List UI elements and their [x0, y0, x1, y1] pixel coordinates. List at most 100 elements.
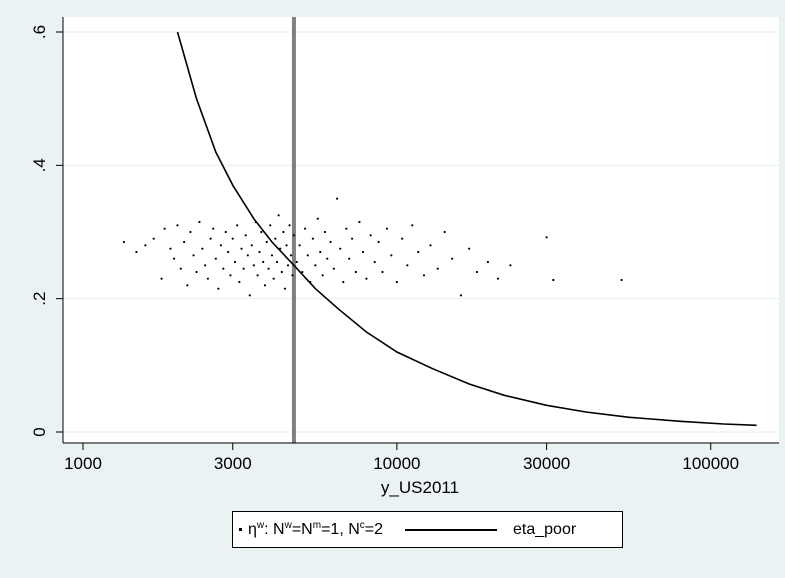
scatter-point: [291, 274, 294, 277]
scatter-point: [339, 247, 342, 250]
scatter-point: [135, 250, 138, 254]
scatter-point: [285, 244, 288, 247]
scatter-point: [303, 227, 307, 230]
scatter-point: [282, 230, 285, 234]
scatter-point: [209, 237, 212, 240]
scatter-point: [217, 287, 220, 290]
scatter-point: [231, 237, 234, 240]
legend-text2: =N: [291, 520, 313, 538]
scatter-point: [219, 244, 222, 247]
legend-text1: : N: [264, 520, 285, 538]
scatter-point: [381, 270, 384, 274]
scatter-point: [283, 287, 287, 290]
scatter-point: [390, 254, 393, 257]
scatter-point: [122, 240, 126, 244]
x-tick-label-1: 3000: [214, 454, 252, 473]
scatter-point: [314, 264, 317, 267]
scatter-point: [620, 278, 623, 282]
scatter-point: [332, 267, 335, 270]
scatter-point: [436, 267, 439, 270]
scatter-point: [509, 264, 512, 267]
scatter-point: [335, 197, 339, 200]
legend-sup-m: m: [312, 519, 322, 531]
scatter-point: [295, 260, 298, 264]
scatter-point: [329, 240, 332, 244]
scatter-point: [411, 224, 414, 227]
scatter-point: [275, 260, 279, 264]
scatter-point: [545, 236, 548, 239]
scatter-point: [179, 267, 182, 270]
scatter-point: [361, 250, 365, 254]
scatter-point: [233, 260, 237, 264]
scatter-point: [417, 250, 420, 254]
scatter-point: [189, 230, 192, 234]
scatter-point: [319, 250, 322, 254]
scatter-point: [369, 234, 372, 237]
scatter-point: [214, 257, 217, 260]
scatter-point: [289, 254, 293, 257]
x-tick-labels: 1000 3000 10000 30000 100000: [64, 454, 739, 473]
scatter-point: [198, 220, 201, 224]
scatter-point: [321, 274, 324, 277]
legend-item-line: eta_poor: [383, 521, 576, 539]
legend-text3: =1, N: [321, 520, 360, 538]
scatter-point: [406, 264, 409, 267]
scatter-point: [244, 234, 247, 237]
scatter-point: [212, 227, 215, 230]
x-tick-label-0: 1000: [64, 454, 102, 473]
scatter-point: [160, 277, 163, 280]
scatter-point: [144, 244, 147, 247]
scatter-point: [176, 224, 179, 227]
scatter-point: [395, 280, 398, 284]
scatter-point: [227, 250, 230, 254]
scatter-point: [323, 230, 327, 234]
scatter-point: [265, 240, 268, 244]
legend-eta: η: [248, 520, 257, 538]
x-tick-label-3: 30000: [523, 454, 570, 473]
scatter-point: [274, 237, 277, 240]
scatter-point: [385, 227, 389, 230]
scatter-point: [240, 247, 243, 250]
scatter-point: [286, 264, 290, 267]
scatter-point: [373, 260, 376, 264]
scatter-point: [288, 224, 291, 227]
scatter-point: [152, 237, 155, 240]
scatter-point: [270, 254, 274, 257]
legend-text4: =2: [364, 520, 384, 538]
scatter-point: [486, 260, 489, 264]
scatter-point: [468, 247, 471, 250]
x-tick-label-4: 100000: [682, 454, 739, 473]
scatter-point: [258, 250, 261, 254]
legend-line-marker: [405, 528, 498, 531]
plot-area: [63, 17, 779, 443]
scatter-point: [242, 267, 245, 270]
scatter-point: [222, 267, 225, 270]
legend-item-scatter: ηw: Nw=Nm=1, Nc=2: [233, 519, 384, 539]
scatter-point: [443, 230, 446, 234]
legend-sup-w2: w: [284, 519, 292, 531]
scatter-point: [422, 274, 426, 277]
scatter-point: [316, 217, 319, 220]
legend-sup-w1: w: [256, 519, 265, 531]
eta-poor-curve-layer: [176, 31, 757, 427]
legend-dot-marker: [239, 528, 242, 531]
scatter-point: [475, 270, 479, 274]
legend: ηw: Nw=Nm=1, Nc=2 eta_poor: [232, 511, 623, 548]
scatter-point: [192, 254, 195, 257]
scatter-point: [262, 260, 265, 264]
y-tick-label-2: .4: [30, 158, 49, 172]
scatter-point: [342, 280, 345, 284]
scatter-point: [236, 224, 239, 227]
scatter-point: [172, 257, 176, 260]
scatter-point: [195, 270, 198, 274]
scatter-point: [267, 267, 270, 270]
scatter-point: [350, 237, 354, 240]
legend-sup-c: c: [359, 519, 365, 531]
y-tick-label-3: .6: [30, 25, 49, 39]
legend-scatter-label: ηw: Nw=Nm=1, Nc=2: [248, 519, 384, 539]
scatter-point: [224, 230, 227, 234]
scatter-point: [163, 227, 166, 230]
scatter-point: [358, 220, 361, 224]
x-tick-label-2: 10000: [373, 454, 420, 473]
